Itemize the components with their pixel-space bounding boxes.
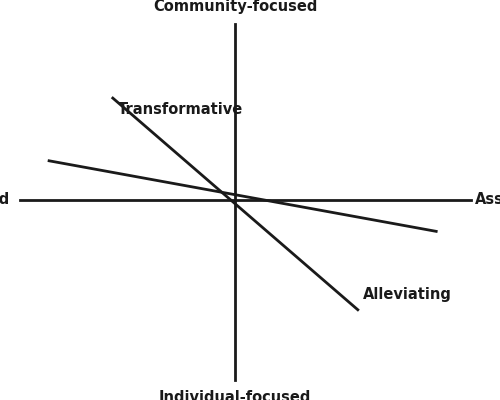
Text: Transformative: Transformative	[118, 102, 243, 117]
Text: Individual-focused: Individual-focused	[159, 390, 312, 400]
Text: Asset-based: Asset-based	[476, 192, 500, 208]
Text: Community-focused: Community-focused	[153, 0, 318, 14]
Text: Alleviating: Alleviating	[362, 287, 452, 302]
Text: Needs-based: Needs-based	[0, 192, 10, 208]
